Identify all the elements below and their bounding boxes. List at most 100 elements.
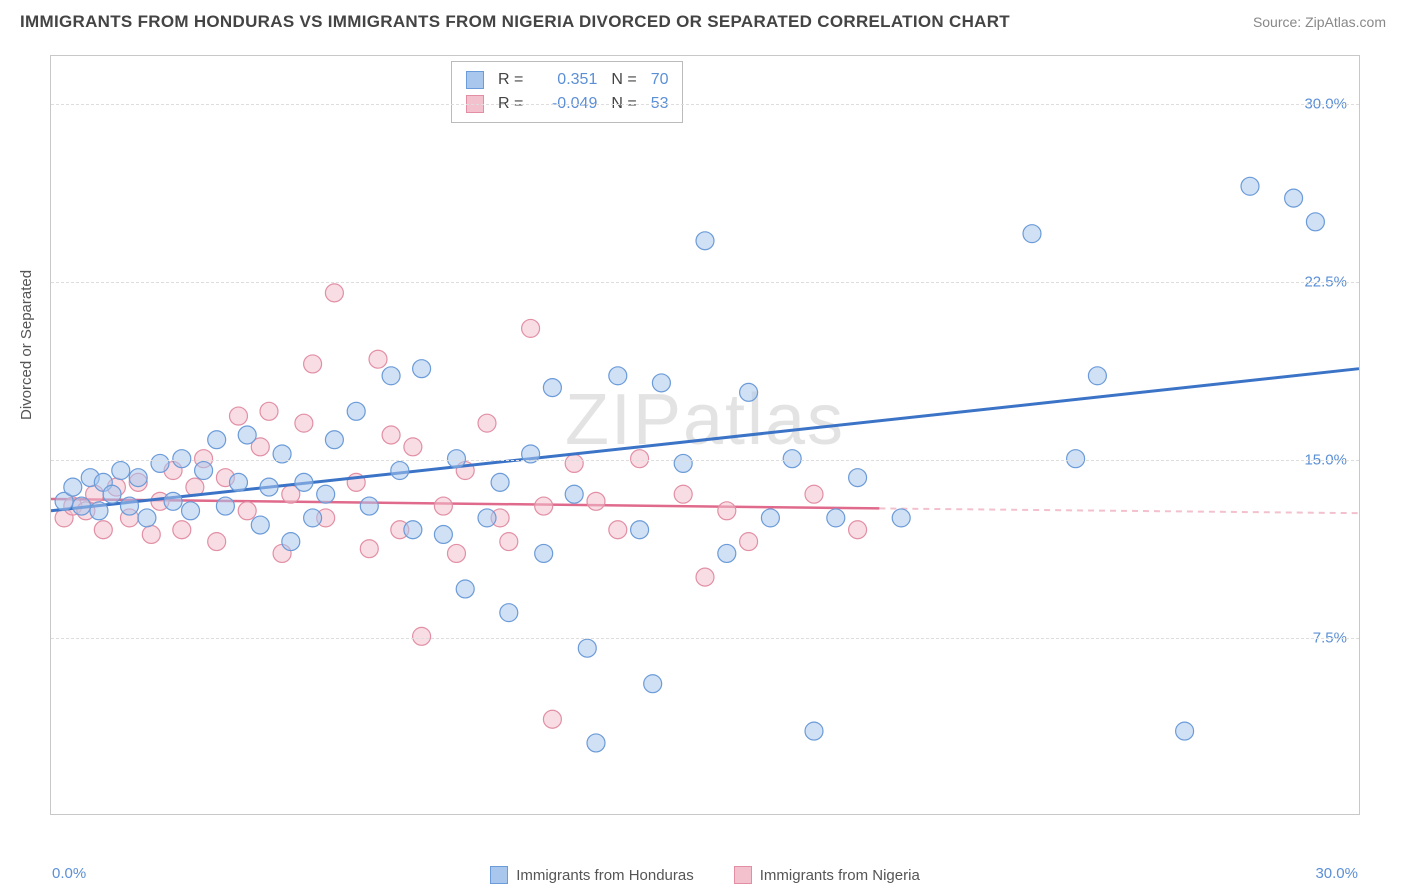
- data-point: [783, 450, 801, 468]
- data-point: [718, 544, 736, 562]
- gridline: [51, 104, 1359, 105]
- data-point: [90, 502, 108, 520]
- data-point: [238, 502, 256, 520]
- source-label: Source: ZipAtlas.com: [1253, 14, 1386, 30]
- data-point: [447, 544, 465, 562]
- data-point: [369, 350, 387, 368]
- data-point: [696, 568, 714, 586]
- data-point: [718, 502, 736, 520]
- data-point: [347, 402, 365, 420]
- data-point: [295, 414, 313, 432]
- data-point: [1285, 189, 1303, 207]
- data-point: [195, 462, 213, 480]
- data-point: [609, 521, 627, 539]
- data-point: [805, 722, 823, 740]
- data-point: [260, 402, 278, 420]
- trend-line-extension: [879, 508, 1359, 513]
- data-point: [827, 509, 845, 527]
- data-point: [434, 526, 452, 544]
- data-point: [360, 540, 378, 558]
- data-point: [413, 360, 431, 378]
- data-point: [1023, 225, 1041, 243]
- data-point: [456, 580, 474, 598]
- chart-plot-area: ZIPatlas R = 0.351 N = 70 R = -0.049 N =…: [50, 55, 1360, 815]
- data-point: [761, 509, 779, 527]
- data-point: [1306, 213, 1324, 231]
- data-point: [382, 426, 400, 444]
- legend-label: Immigrants from Honduras: [516, 867, 694, 884]
- data-point: [182, 502, 200, 520]
- data-point: [674, 485, 692, 503]
- data-point: [260, 478, 278, 496]
- chart-title: IMMIGRANTS FROM HONDURAS VS IMMIGRANTS F…: [20, 12, 1010, 32]
- data-point: [325, 284, 343, 302]
- data-point: [849, 469, 867, 487]
- data-point: [404, 438, 422, 456]
- data-point: [500, 533, 518, 551]
- data-point: [238, 426, 256, 444]
- data-point: [631, 521, 649, 539]
- data-point: [208, 431, 226, 449]
- data-point: [805, 485, 823, 503]
- data-point: [208, 533, 226, 551]
- data-point: [565, 485, 583, 503]
- data-point: [535, 544, 553, 562]
- data-point: [434, 497, 452, 515]
- data-point: [413, 627, 431, 645]
- gridline: [51, 460, 1359, 461]
- data-point: [382, 367, 400, 385]
- data-point: [1176, 722, 1194, 740]
- data-point: [120, 497, 138, 515]
- r-label: R =: [498, 68, 523, 92]
- data-point: [103, 485, 121, 503]
- data-point: [522, 319, 540, 337]
- data-point: [360, 497, 378, 515]
- gridline: [51, 282, 1359, 283]
- gridline: [51, 638, 1359, 639]
- legend-row: R = 0.351 N = 70: [466, 68, 668, 92]
- r-value: 0.351: [537, 68, 597, 92]
- data-point: [164, 492, 182, 510]
- data-point: [404, 521, 422, 539]
- legend-label: Immigrants from Nigeria: [760, 867, 920, 884]
- data-point: [535, 497, 553, 515]
- data-point: [674, 454, 692, 472]
- chart-svg: [51, 56, 1359, 814]
- data-point: [138, 509, 156, 527]
- data-point: [696, 232, 714, 250]
- legend-item: Immigrants from Honduras: [490, 866, 694, 884]
- data-point: [1067, 450, 1085, 468]
- data-point: [94, 521, 112, 539]
- series-legend: Immigrants from Honduras Immigrants from …: [50, 866, 1360, 884]
- legend-swatch: [734, 866, 752, 884]
- data-point: [631, 450, 649, 468]
- data-point: [578, 639, 596, 657]
- data-point: [64, 478, 82, 496]
- data-point: [73, 497, 91, 515]
- data-point: [491, 473, 509, 491]
- data-point: [295, 473, 313, 491]
- data-point: [173, 450, 191, 468]
- data-point: [587, 492, 605, 510]
- correlation-legend-box: R = 0.351 N = 70 R = -0.049 N = 53: [451, 61, 683, 123]
- data-point: [112, 462, 130, 480]
- data-point: [652, 374, 670, 392]
- data-point: [325, 431, 343, 449]
- data-point: [543, 379, 561, 397]
- data-point: [142, 526, 160, 544]
- data-point: [543, 710, 561, 728]
- data-point: [587, 734, 605, 752]
- data-point: [317, 485, 335, 503]
- data-point: [609, 367, 627, 385]
- data-point: [304, 509, 322, 527]
- y-axis-label: Divorced or Separated: [18, 270, 35, 420]
- data-point: [644, 675, 662, 693]
- data-point: [151, 454, 169, 472]
- legend-swatch: [490, 866, 508, 884]
- data-point: [229, 407, 247, 425]
- data-point: [129, 469, 147, 487]
- data-point: [565, 454, 583, 472]
- data-point: [447, 450, 465, 468]
- data-point: [478, 509, 496, 527]
- legend-item: Immigrants from Nigeria: [734, 866, 920, 884]
